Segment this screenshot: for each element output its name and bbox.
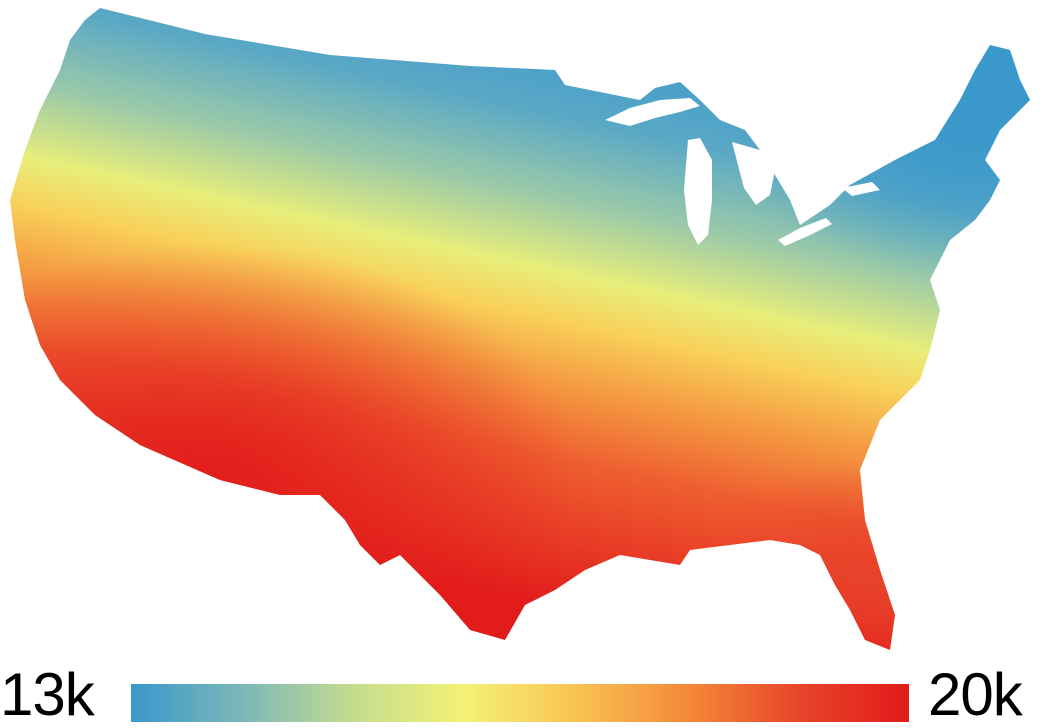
map-fill-group <box>10 8 1030 650</box>
florida-hot-overlay <box>10 8 1030 650</box>
lake-ontario <box>842 182 880 196</box>
us-choropleth-map <box>10 8 1030 650</box>
lake-superior <box>605 98 700 126</box>
lake-erie <box>778 218 832 246</box>
lake-michigan <box>684 138 712 245</box>
lake-huron <box>732 142 775 205</box>
legend-gradient-rect <box>131 684 909 722</box>
legend-max-label: 20k <box>928 661 1023 728</box>
legend-color-bar <box>131 684 909 722</box>
legend-min-label: 13k <box>0 661 95 728</box>
